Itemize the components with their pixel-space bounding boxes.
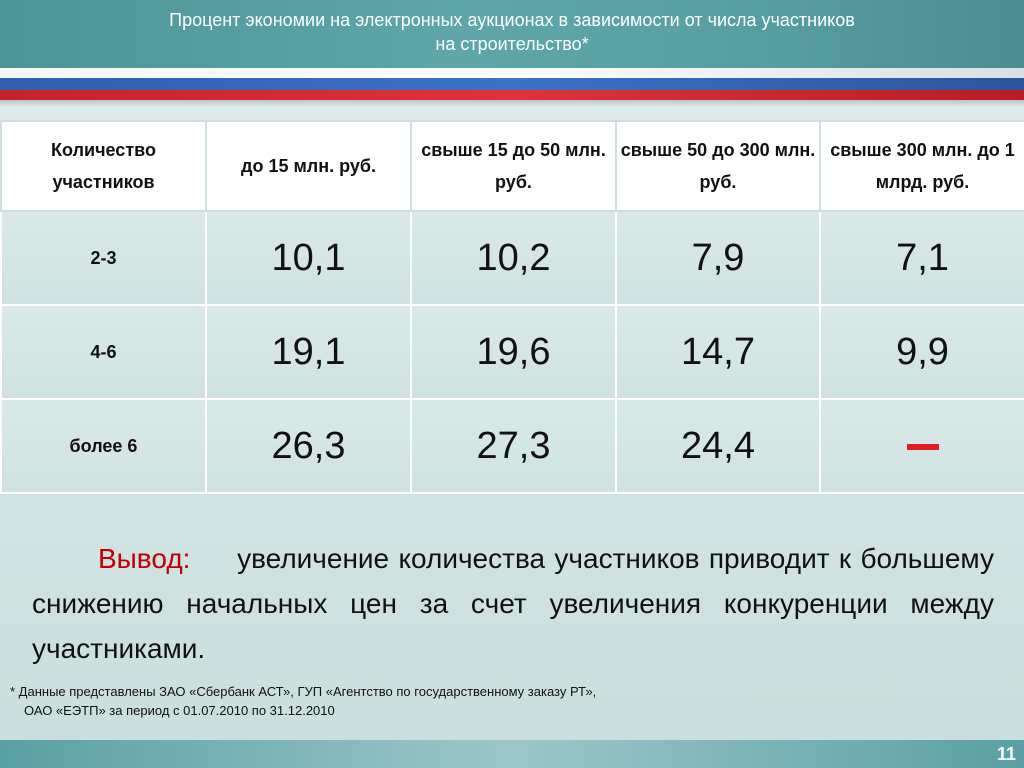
- table-cell: 19,1: [205, 304, 412, 400]
- table-cell: 14,7: [615, 304, 821, 400]
- decorative-white-stripe: [0, 68, 1024, 78]
- footer-bar: [0, 740, 1024, 768]
- row-label: более 6: [0, 398, 207, 494]
- title-bar: Процент экономии на электронных аукциона…: [0, 0, 1024, 70]
- table-cell: 26,3: [205, 398, 412, 494]
- table-cell: 10,2: [410, 210, 617, 306]
- header-50-to-300m: свыше 50 до 300 млн. руб.: [615, 120, 821, 212]
- footnote-line-2: ОАО «ЕЭТП» за период с 01.07.2010 по 31.…: [24, 703, 335, 718]
- table-row: 4-6 19,1 19,6 14,7 9,9: [0, 304, 1024, 400]
- slide-title-line-2: на строительство*: [435, 34, 589, 54]
- source-footnote: * Данные представлены ЗАО «Сбербанк АСТ»…: [10, 682, 910, 720]
- table-row: 2-3 10,1 10,2 7,9 7,1: [0, 210, 1024, 306]
- table-cell: 9,9: [819, 304, 1024, 400]
- row-label: 4-6: [0, 304, 207, 400]
- conclusion-text: увеличение количества участников приводи…: [32, 543, 994, 664]
- page-number: 11: [996, 744, 1016, 764]
- table-header-row: Количество участников до 15 млн. руб. св…: [0, 120, 1024, 212]
- table-cell-no-data: [819, 398, 1024, 494]
- table-cell: 27,3: [410, 398, 617, 494]
- header-15-to-50m: свыше 15 до 50 млн. руб.: [410, 120, 617, 212]
- table-cell: 19,6: [410, 304, 617, 400]
- savings-table: Количество участников до 15 млн. руб. св…: [0, 120, 1024, 494]
- decorative-red-stripe: [0, 90, 1024, 100]
- table-row: более 6 26,3 27,3 24,4: [0, 398, 1024, 494]
- table-cell: 7,9: [615, 210, 821, 306]
- table-cell: 24,4: [615, 398, 821, 494]
- row-label: 2-3: [0, 210, 207, 306]
- footnote-line-1: * Данные представлены ЗАО «Сбербанк АСТ»…: [10, 684, 597, 699]
- table-cell: 10,1: [205, 210, 412, 306]
- decorative-grey-stripe: [0, 100, 1024, 106]
- slide-title-line-1: Процент экономии на электронных аукциона…: [169, 10, 855, 30]
- conclusion-label: Вывод:: [98, 543, 191, 574]
- header-participants: Количество участников: [0, 120, 207, 212]
- slide-title: Процент экономии на электронных аукциона…: [0, 8, 1024, 56]
- decorative-blue-stripe: [0, 78, 1024, 90]
- table-cell: 7,1: [819, 210, 1024, 306]
- no-data-dash: [906, 444, 939, 451]
- conclusion-paragraph: Вывод: увеличение количества участников …: [32, 536, 994, 671]
- header-up-to-15m: до 15 млн. руб.: [205, 120, 412, 212]
- header-300m-to-1b: свыше 300 млн. до 1 млрд. руб.: [819, 120, 1024, 212]
